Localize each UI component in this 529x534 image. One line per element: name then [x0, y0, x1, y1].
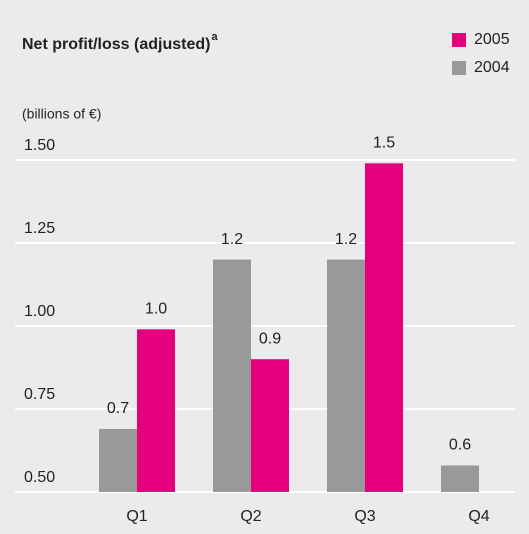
data-label: 0.6	[449, 437, 471, 454]
title-note: a	[211, 31, 218, 43]
data-label: 0.7	[107, 400, 129, 417]
data-label: 1.5	[373, 135, 395, 152]
data-label: 1.2	[335, 231, 357, 248]
x-tick-label: Q3	[354, 508, 375, 525]
y-tick-label: 1.00	[24, 303, 55, 320]
bar	[137, 329, 175, 492]
y-tick-label: 1.50	[24, 137, 55, 154]
chart-title: Net profit/loss (adjusted)	[22, 36, 210, 53]
bar	[365, 163, 403, 492]
bar	[213, 259, 251, 492]
x-tick-label: Q4	[468, 508, 489, 525]
y-tick-label: 0.50	[24, 469, 55, 486]
bar	[327, 259, 365, 492]
data-label: 1.2	[221, 231, 243, 248]
bar	[441, 465, 479, 492]
data-label: 1.0	[145, 301, 167, 318]
legend-swatch	[452, 61, 466, 75]
bar	[99, 428, 137, 492]
bar	[251, 359, 289, 492]
x-tick-label: Q2	[240, 508, 261, 525]
legend-swatch	[452, 33, 466, 47]
data-label: 0.9	[259, 330, 281, 347]
subtitle: (billions of €)	[22, 106, 101, 122]
y-tick-label: 0.75	[24, 386, 55, 403]
legend-label: 2004	[474, 59, 510, 76]
x-tick-label: Q1	[126, 508, 147, 525]
legend-label: 2005	[474, 31, 510, 48]
y-tick-label: 1.25	[24, 220, 55, 237]
